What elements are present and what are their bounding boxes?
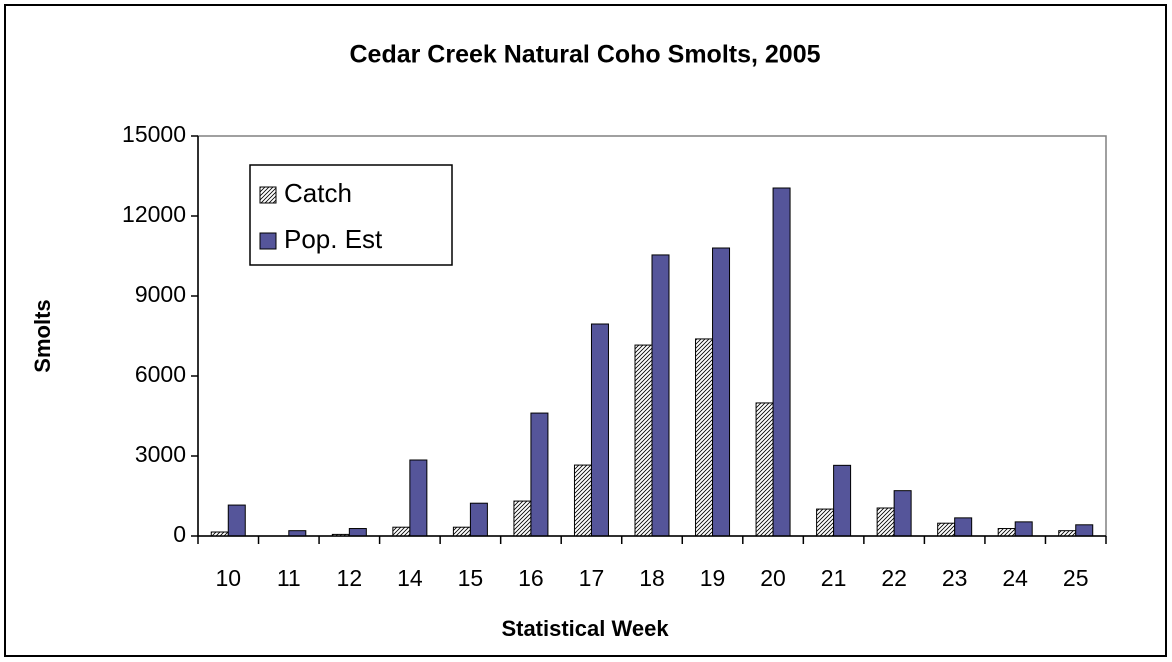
bar bbox=[816, 508, 835, 537]
x-tick-label: 20 bbox=[760, 565, 786, 591]
x-tick-label: 21 bbox=[821, 565, 847, 591]
bar bbox=[651, 254, 670, 537]
x-tick-label: 16 bbox=[518, 565, 544, 591]
bar bbox=[833, 464, 852, 537]
x-tick-label: 25 bbox=[1063, 565, 1089, 591]
bar bbox=[1075, 524, 1094, 537]
legend-label: Catch bbox=[284, 178, 352, 208]
bar bbox=[954, 517, 973, 537]
x-tick-label: 12 bbox=[337, 565, 363, 591]
bar bbox=[712, 247, 731, 537]
x-tick-label: 22 bbox=[881, 565, 907, 591]
legend-swatch bbox=[259, 186, 277, 204]
x-tick-label: 17 bbox=[579, 565, 605, 591]
x-tick-label: 14 bbox=[397, 565, 423, 591]
bar bbox=[997, 528, 1016, 537]
x-tick-label: 11 bbox=[277, 565, 301, 591]
x-tick-label: 15 bbox=[458, 565, 484, 591]
bar bbox=[227, 504, 246, 537]
bar bbox=[937, 522, 956, 537]
x-tick-label: 24 bbox=[1002, 565, 1028, 591]
bar bbox=[469, 502, 488, 537]
y-tick-label: 3000 bbox=[135, 441, 186, 467]
x-tick-label: 18 bbox=[639, 565, 665, 591]
y-tick-label: 6000 bbox=[135, 361, 186, 387]
x-axis-label: Statistical Week bbox=[501, 616, 669, 641]
y-tick-label: 15000 bbox=[122, 121, 186, 147]
bar bbox=[755, 402, 774, 537]
x-tick-label: 10 bbox=[215, 565, 241, 591]
bar bbox=[348, 528, 367, 537]
bar bbox=[1014, 521, 1033, 537]
bar bbox=[409, 459, 428, 537]
x-tick-label: 19 bbox=[700, 565, 726, 591]
bar bbox=[452, 526, 471, 537]
x-tick-label: 23 bbox=[942, 565, 968, 591]
legend-label: Pop. Est bbox=[284, 224, 383, 254]
bar bbox=[772, 187, 791, 537]
chart-title: Cedar Creek Natural Coho Smolts, 2005 bbox=[350, 41, 821, 69]
bar bbox=[876, 507, 895, 537]
bar bbox=[1058, 530, 1077, 537]
bar bbox=[893, 490, 912, 537]
legend-swatch bbox=[259, 232, 277, 250]
bar bbox=[513, 500, 532, 537]
bar bbox=[530, 412, 549, 537]
bar bbox=[573, 464, 592, 537]
y-axis-label: Smolts bbox=[30, 299, 55, 372]
y-tick-label: 9000 bbox=[135, 281, 186, 307]
bar bbox=[695, 338, 714, 537]
bar bbox=[392, 526, 411, 537]
legend bbox=[249, 164, 453, 266]
bar bbox=[288, 530, 307, 537]
y-tick-label: 0 bbox=[173, 521, 186, 547]
bar bbox=[634, 344, 653, 537]
bar bbox=[590, 323, 609, 537]
y-tick-label: 12000 bbox=[122, 201, 186, 227]
